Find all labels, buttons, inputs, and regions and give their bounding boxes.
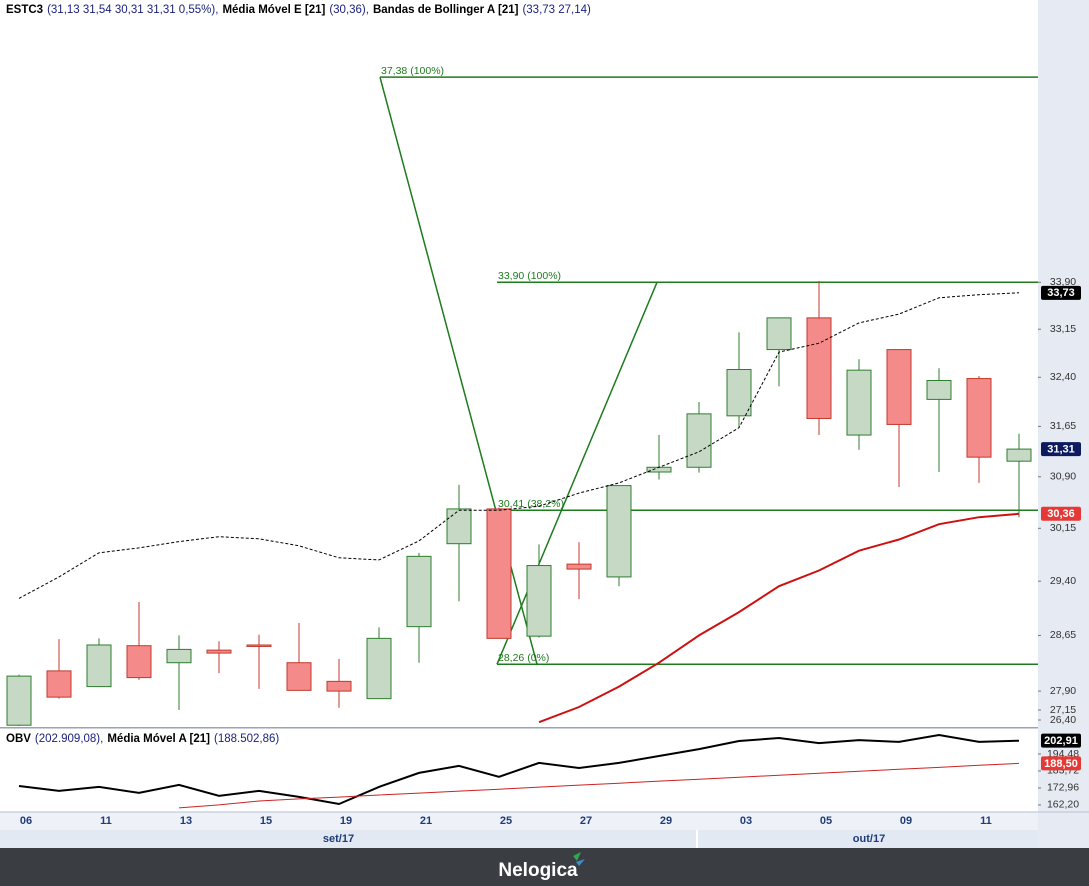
candle-body <box>526 565 552 637</box>
candle-body <box>566 563 592 570</box>
header-part: (188.502,86) <box>214 733 279 745</box>
y-tick-label: 172,96 <box>1047 782 1079 794</box>
panel-divider <box>0 727 1038 729</box>
candle-body <box>1006 448 1032 462</box>
panel-header: OBV (202.909,08), Média Móvel A [21] (188.5… <box>6 733 279 745</box>
x-tick-label: 11 <box>980 815 992 827</box>
candle-body <box>446 508 472 545</box>
x-tick-label: 19 <box>340 815 352 827</box>
candle-body <box>246 644 272 647</box>
value-badge <box>1041 506 1081 521</box>
candle-body <box>726 369 752 417</box>
y-tick-label: 27,15 <box>1050 704 1076 716</box>
badge-label: 31,31 <box>1047 443 1075 455</box>
price-axis-bg <box>1038 0 1089 848</box>
y-tick-label: 32,40 <box>1050 371 1076 383</box>
x-tick-label: 27 <box>580 815 592 827</box>
y-tick-label: 31,65 <box>1050 420 1076 432</box>
date-axis-bg <box>0 812 1038 830</box>
candle-body <box>886 349 912 425</box>
candle-body <box>286 662 312 691</box>
badge-label: 30,36 <box>1047 508 1075 520</box>
header-part: (202.909,08), <box>35 733 103 745</box>
fib-label: 28,26 (0%) <box>498 652 549 664</box>
series-line <box>538 512 1020 724</box>
x-tick-label: 25 <box>500 815 512 827</box>
y-tick-label: 30,15 <box>1050 522 1076 534</box>
badge-label: 188,50 <box>1044 758 1078 770</box>
fib-label: 30,41 (38,2%) <box>498 498 564 510</box>
month-label: set/17 <box>323 833 354 845</box>
x-tick-label: 15 <box>260 815 272 827</box>
candle-body <box>126 645 152 679</box>
header-part: OBV <box>6 733 31 745</box>
candle-body <box>486 508 512 639</box>
brand: Nelogica <box>498 860 578 881</box>
candle-body <box>606 485 632 578</box>
value-badge <box>1041 756 1081 771</box>
x-tick-label: 05 <box>820 815 832 827</box>
month-axis-bg <box>0 830 1038 848</box>
header-part: (31,13 31,54 30,31 31,31 0,55%), <box>47 4 218 16</box>
series-line <box>18 733 1020 806</box>
candle-body <box>766 317 792 351</box>
series-line <box>178 762 1020 809</box>
candle-body <box>326 680 352 692</box>
value-badge <box>1041 285 1081 300</box>
header-part: ESTC3 <box>6 4 43 16</box>
candle-body <box>966 378 992 458</box>
x-tick-label: 21 <box>420 815 432 827</box>
candle-body <box>46 670 72 698</box>
month-label: out/17 <box>853 833 885 845</box>
value-badge <box>1041 733 1081 748</box>
badge-label: 202,91 <box>1044 735 1078 747</box>
candle-body <box>926 380 952 400</box>
footer-bar <box>0 848 1089 886</box>
x-tick-label: 09 <box>900 815 912 827</box>
candle-body <box>206 649 232 654</box>
y-tick-label: 162,20 <box>1047 799 1079 811</box>
header-part: Média Móvel E [21] <box>222 4 325 16</box>
y-tick-label: 28,65 <box>1050 629 1076 641</box>
y-tick-label: 29,40 <box>1050 575 1076 587</box>
x-tick-label: 29 <box>660 815 672 827</box>
value-badge <box>1041 442 1081 457</box>
header-part: Bandas de Bollinger A [21] <box>373 4 519 16</box>
candle-body <box>846 369 872 436</box>
y-tick-label: 33,90 <box>1050 276 1076 288</box>
y-tick-label: 27,90 <box>1050 685 1076 697</box>
candle-body <box>86 644 112 688</box>
candle-body <box>6 675 32 726</box>
fib-trend <box>496 281 658 665</box>
x-tick-label: 03 <box>740 815 752 827</box>
y-tick-label: 30,90 <box>1050 471 1076 483</box>
x-tick-label: 13 <box>180 815 192 827</box>
y-tick-label: 26,40 <box>1050 714 1076 726</box>
candle-body <box>166 648 192 664</box>
candle-body <box>806 317 832 419</box>
header-part: Média Móvel A [21] <box>107 733 210 745</box>
brand-icon <box>576 859 585 866</box>
fib-label: 33,90 (100%) <box>498 270 561 282</box>
candle-body <box>686 413 712 468</box>
fib-label: 37,38 (100%) <box>381 65 444 77</box>
header-part: (30,36), <box>329 4 369 16</box>
candle-body <box>406 555 432 628</box>
header-part: (33,73 27,14) <box>522 4 591 16</box>
candles <box>6 281 1032 726</box>
badge-label: 33,73 <box>1047 287 1075 299</box>
candle-body <box>646 466 672 473</box>
y-tick-label: 33,15 <box>1050 323 1076 335</box>
candle-body <box>366 637 392 700</box>
x-tick-label: 11 <box>100 815 112 827</box>
brand-icon <box>573 852 581 861</box>
series-line <box>18 292 1020 599</box>
x-tick-label: 06 <box>20 815 32 827</box>
panel-header: ESTC3 (31,13 31,54 30,31 31,31 0,55%), Méd… <box>6 4 591 16</box>
